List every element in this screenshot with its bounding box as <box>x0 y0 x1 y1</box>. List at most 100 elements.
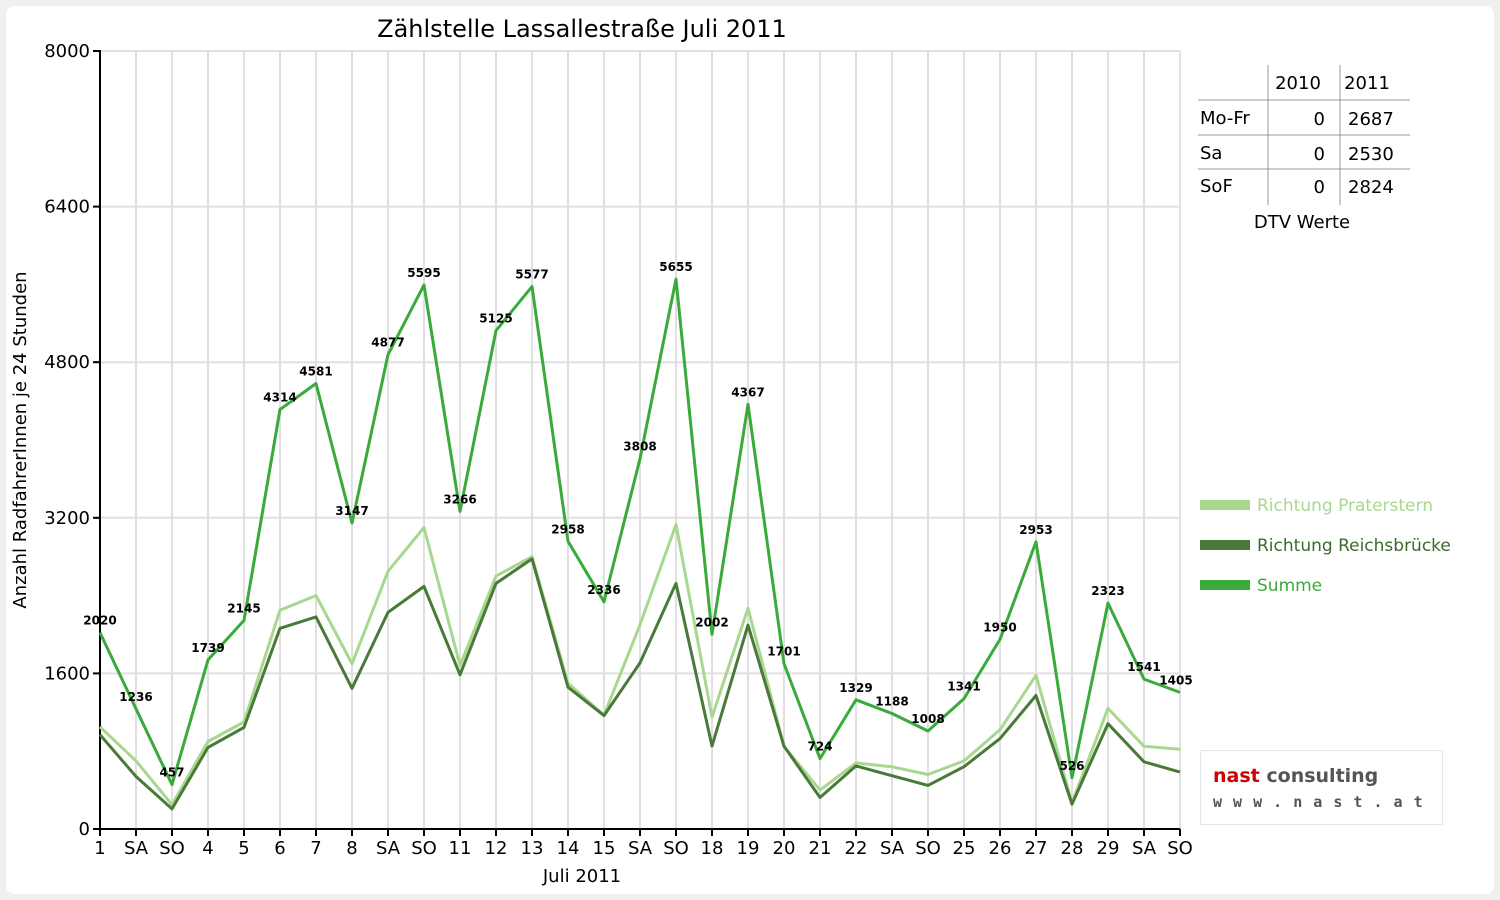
x-tick-label: 11 <box>449 838 472 859</box>
chart-frame <box>6 6 1494 894</box>
table-cell: 0 <box>1314 109 1325 130</box>
x-tick-label: SA <box>880 838 905 859</box>
table-cell: 2530 <box>1348 144 1394 165</box>
dtv-table: 2010 2011 Mo-Fr 0 2687 Sa 0 2530 SoF 0 2… <box>1198 65 1410 233</box>
x-tick-label: 4 <box>202 838 213 859</box>
x-tick-label: SO <box>663 838 689 859</box>
y-tick-label: 4800 <box>44 352 90 373</box>
data-label-summe: 1329 <box>839 681 872 695</box>
data-label-summe: 457 <box>159 766 184 780</box>
data-label-summe: 2020 <box>83 614 116 628</box>
x-tick-label: 20 <box>773 838 796 859</box>
data-label-summe: 5125 <box>479 312 512 326</box>
data-label-summe: 1341 <box>947 680 980 694</box>
table-row-label: Sa <box>1200 143 1222 164</box>
x-tick-label: 7 <box>310 838 321 859</box>
data-label-summe: 1236 <box>119 690 152 704</box>
x-axis-label: Juli 2011 <box>542 866 621 887</box>
x-tick-label: 22 <box>845 838 868 859</box>
data-label-summe: 2336 <box>587 583 620 597</box>
data-label-summe: 1188 <box>875 694 908 708</box>
x-tick-label: 6 <box>274 838 285 859</box>
data-label-summe: 1008 <box>911 712 944 726</box>
x-tick-label: 25 <box>953 838 976 859</box>
legend-swatch-summe <box>1200 580 1250 590</box>
x-tick-label: SA <box>376 838 401 859</box>
data-label-summe: 1701 <box>767 645 800 659</box>
table-cell: 2824 <box>1348 177 1394 198</box>
x-tick-label: 14 <box>557 838 580 859</box>
x-tick-label: 18 <box>701 838 724 859</box>
x-tick-label: SA <box>124 838 149 859</box>
data-label-summe: 2145 <box>227 601 260 615</box>
legend-label-praterstern: Richtung Praterstern <box>1257 496 1433 516</box>
x-tick-label: SA <box>628 838 653 859</box>
series-line-praterstern <box>98 523 1181 807</box>
x-tick-label: 15 <box>593 838 616 859</box>
table-header-2011: 2011 <box>1344 73 1390 94</box>
table-row-label: SoF <box>1200 176 1233 197</box>
table-cell: 0 <box>1314 177 1325 198</box>
table-row-label: Mo-Fr <box>1200 108 1250 129</box>
x-tick-label: SA <box>1132 838 1157 859</box>
data-label-summe: 724 <box>807 740 832 754</box>
y-axis-label: Anzahl RadfahrerInnen je 24 Stunden <box>10 271 31 608</box>
data-label-summe: 5577 <box>515 268 548 282</box>
x-tick-label: SO <box>915 838 941 859</box>
x-tick-label: SO <box>159 838 185 859</box>
x-tick-label: 21 <box>809 838 832 859</box>
x-tick-label: SO <box>1167 838 1193 859</box>
x-tick-label: 19 <box>737 838 760 859</box>
x-tick-label: 13 <box>521 838 544 859</box>
x-tick-label: 12 <box>485 838 508 859</box>
x-tick-label: 1 <box>94 838 105 859</box>
data-label-summe: 5655 <box>659 260 692 274</box>
legend-swatch-praterstern <box>1200 500 1250 510</box>
x-tick-labels: 1 SA SO 4 5 6 7 8 SA SO 11 12 13 14 15 SA SO 18 19 20 21 22 SA… <box>94 838 1193 859</box>
logo-url: w w w . n a s t . a t <box>1213 793 1424 811</box>
x-tick-label: 8 <box>346 838 357 859</box>
x-tick-label: 26 <box>989 838 1012 859</box>
y-tick-label: 6400 <box>44 197 90 218</box>
table-cell: 2687 <box>1348 109 1394 130</box>
nast-consulting-logo: nast consulting w w w . n a s t . a t <box>1200 750 1443 825</box>
table-cell: 0 <box>1314 144 1325 165</box>
legend-label-summe: Summe <box>1257 576 1322 596</box>
data-label-summe: 5595 <box>407 266 440 280</box>
series-line-summe <box>98 277 1181 787</box>
data-label-summe: 2323 <box>1091 584 1124 598</box>
x-tick-label: 28 <box>1061 838 1084 859</box>
grid <box>100 50 1181 829</box>
data-label-summe: 4367 <box>731 385 764 399</box>
x-tick-label: SO <box>411 838 437 859</box>
data-label-summe: 526 <box>1059 759 1084 773</box>
y-tick-label: 3200 <box>44 508 90 529</box>
legend-swatch-reichsbruecke <box>1200 540 1250 550</box>
data-label-summe: 2953 <box>1019 523 1052 537</box>
x-tick-label: 27 <box>1025 838 1048 859</box>
data-label-summe: 2958 <box>551 522 584 536</box>
data-label-summe: 3266 <box>443 492 476 506</box>
y-tick-label: 0 <box>79 819 90 840</box>
legend: Richtung Praterstern Richtung Reichsbrüc… <box>1200 496 1451 596</box>
data-label-summe: 1739 <box>191 641 224 655</box>
data-label-summe: 1950 <box>983 620 1016 634</box>
series-lines <box>98 277 1181 811</box>
data-label-summe: 4581 <box>299 364 332 378</box>
data-label-summe: 4314 <box>263 390 296 404</box>
logo-wordmark: nast consulting <box>1213 765 1379 787</box>
data-label-summe: 3147 <box>335 504 368 518</box>
series-line-reichsbruecke <box>98 557 1181 811</box>
x-tick-label: 5 <box>238 838 249 859</box>
y-tick-label: 1600 <box>44 663 90 684</box>
table-header-2010: 2010 <box>1275 73 1321 94</box>
table-caption: DTV Werte <box>1254 212 1350 233</box>
data-label-summe: 4877 <box>371 336 404 350</box>
chart-title: Zählstelle Lassallestraße Juli 2011 <box>377 15 787 43</box>
data-label-summe: 1541 <box>1127 660 1160 674</box>
data-label-summe: 2002 <box>695 615 728 629</box>
y-tick-label: 8000 <box>44 41 90 62</box>
data-label-summe: 1405 <box>1159 673 1192 687</box>
